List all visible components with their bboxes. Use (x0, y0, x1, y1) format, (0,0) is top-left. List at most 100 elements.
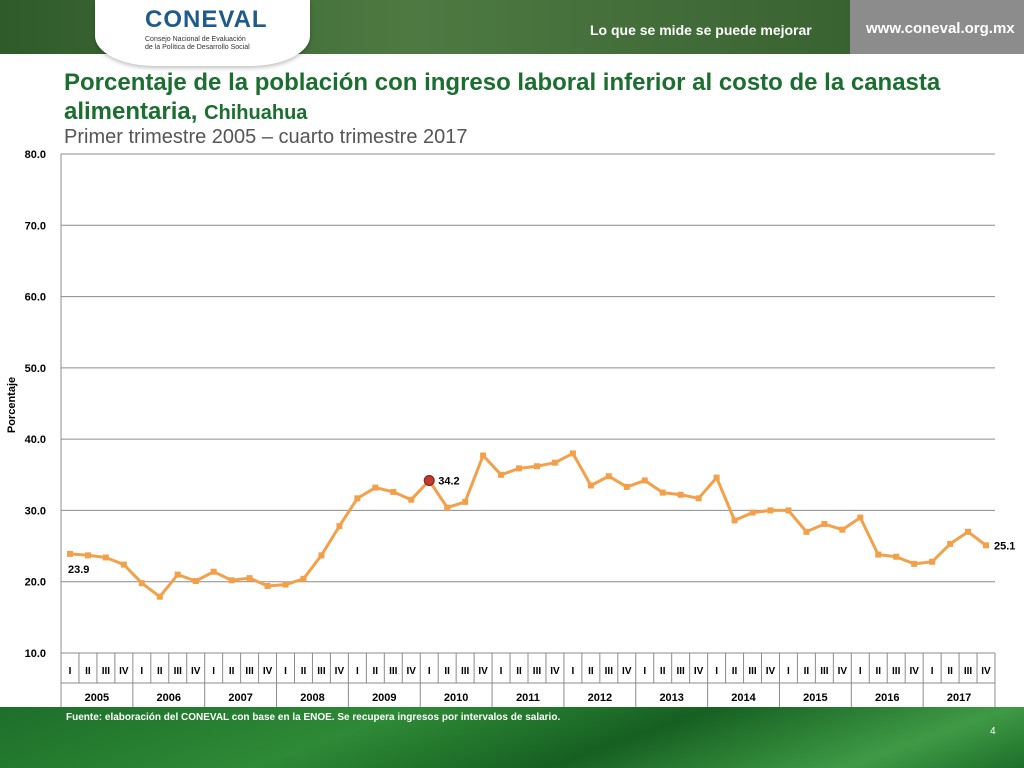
x-tick-label-quarter: I (428, 666, 431, 677)
y-axis-ticks: 10.0 20.0 30.0 40.0 50.0 60.0 70.0 80.0 (25, 149, 46, 660)
chart-title: Porcentaje de la población con ingreso l… (64, 68, 1004, 128)
x-tick-label-quarter: II (660, 666, 666, 677)
y-tick-label-70.0: 70.0 (25, 220, 46, 232)
data-point (533, 463, 540, 470)
x-tick-label-quarter: I (931, 666, 934, 677)
data-point (246, 575, 253, 582)
x-tick-label-quarter: I (643, 666, 646, 677)
x-tick-label-quarter: IV (478, 666, 488, 677)
x-tick-label-quarter: II (444, 666, 450, 677)
data-point (803, 528, 810, 535)
data-point (498, 471, 505, 478)
x-tick-label-quarter: IV (119, 666, 129, 677)
y-tick-label-40.0: 40.0 (25, 434, 46, 446)
x-tick-label-quarter: I (859, 666, 862, 677)
data-point (192, 578, 199, 585)
x-tick-label-year-2014: 2014 (731, 692, 756, 704)
x-tick-label-quarter: I (572, 666, 575, 677)
x-tick-label-quarter: II (804, 666, 810, 677)
data-point (731, 517, 738, 524)
x-tick-label-quarter: II (301, 666, 307, 677)
logo-subtitle-line-2: de la Política de Desarrollo Social (145, 44, 250, 51)
data-point (174, 571, 181, 578)
x-tick-label-quarter: I (787, 666, 790, 677)
x-tick-label-quarter: I (140, 666, 143, 677)
data-point (713, 474, 720, 481)
x-tick-label-quarter: IV (407, 666, 417, 677)
line-chart: 10.0 20.0 30.0 40.0 50.0 60.0 70.0 80.0 Porcent… (6, 149, 1015, 709)
data-point (587, 482, 594, 489)
x-tick-label-quarter: I (715, 666, 718, 677)
y-axis-label: Porcentaje (6, 377, 18, 433)
data-point (785, 507, 792, 514)
data-point (444, 504, 451, 511)
url-panel (850, 0, 1024, 54)
data-point (264, 582, 271, 589)
chart-title-text: Porcentaje de la población con ingreso l… (64, 69, 941, 125)
y-tick-label-20.0: 20.0 (25, 577, 46, 589)
data-point (408, 496, 415, 503)
data-label: 25.1 (994, 540, 1015, 552)
data-point (138, 580, 145, 587)
data-point (623, 483, 630, 490)
x-tick-label-quarter: III (820, 666, 829, 677)
data-point (120, 561, 127, 568)
x-tick-label-year-2012: 2012 (588, 692, 612, 704)
x-tick-label-quarter: IV (550, 666, 560, 677)
logo-subtitle-line-1: Consejo Nacional de Evaluación (145, 36, 246, 43)
data-point (911, 560, 918, 567)
data-point (695, 495, 702, 502)
x-tick-label-quarter: III (892, 666, 901, 677)
footer-bar (0, 707, 1024, 768)
data-point (677, 491, 684, 498)
page-number: 4 (990, 726, 996, 737)
x-tick-label-quarter: II (373, 666, 379, 677)
x-tick-label-quarter: IV (981, 666, 991, 677)
x-tick-label-quarter: III (461, 666, 470, 677)
data-point (875, 551, 882, 558)
data-point (659, 489, 666, 496)
x-tick-label-quarter: III (174, 666, 183, 677)
data-label: 23.9 (68, 564, 89, 576)
x-tick-label-quarter: III (245, 666, 254, 677)
x-tick-label-quarter: III (964, 666, 973, 677)
x-tick-label-quarter: I (69, 666, 72, 677)
data-point (965, 528, 972, 535)
data-point (551, 459, 558, 466)
x-tick-label-quarter: IV (838, 666, 848, 677)
data-point (839, 526, 846, 533)
data-point (210, 568, 217, 575)
x-tick-label-quarter: III (748, 666, 757, 677)
x-tick-label-quarter: III (317, 666, 326, 677)
x-tick-label-year-2009: 2009 (372, 692, 396, 704)
data-point (354, 495, 361, 502)
coneval-logo[interactable]: CONEVAL (145, 6, 268, 33)
x-tick-label-quarter: III (605, 666, 614, 677)
y-tick-label-30.0: 30.0 (25, 505, 46, 517)
data-point (156, 593, 163, 600)
data-point (102, 554, 109, 561)
x-tick-label-quarter: IV (335, 666, 345, 677)
x-tick-label-year-2006: 2006 (157, 692, 181, 704)
website-url[interactable]: www.coneval.org.mx (866, 20, 1015, 37)
y-tick-label-10.0: 10.0 (25, 648, 46, 660)
x-tick-label-year-2013: 2013 (659, 692, 683, 704)
x-tick-label-quarter: II (516, 666, 522, 677)
x-tick-label-quarter: IV (263, 666, 273, 677)
data-point (605, 473, 612, 480)
x-tick-label-quarter: II (588, 666, 594, 677)
data-point (929, 558, 936, 565)
data-point (282, 581, 289, 588)
series-line (69, 451, 987, 599)
series-polyline (69, 451, 987, 599)
data-point (983, 542, 990, 549)
data-labels: 23.9 34.2 25.1 (68, 475, 1015, 575)
x-tick-label-year-2015: 2015 (803, 692, 827, 704)
data-point (66, 550, 73, 557)
x-tick-label-quarter: IV (694, 666, 704, 677)
x-tick-label-year-2005: 2005 (85, 692, 109, 704)
x-tick-label-quarter: II (229, 666, 235, 677)
x-tick-label-quarter: II (732, 666, 738, 677)
x-tick-label-year-2016: 2016 (875, 692, 899, 704)
data-point (84, 552, 91, 559)
